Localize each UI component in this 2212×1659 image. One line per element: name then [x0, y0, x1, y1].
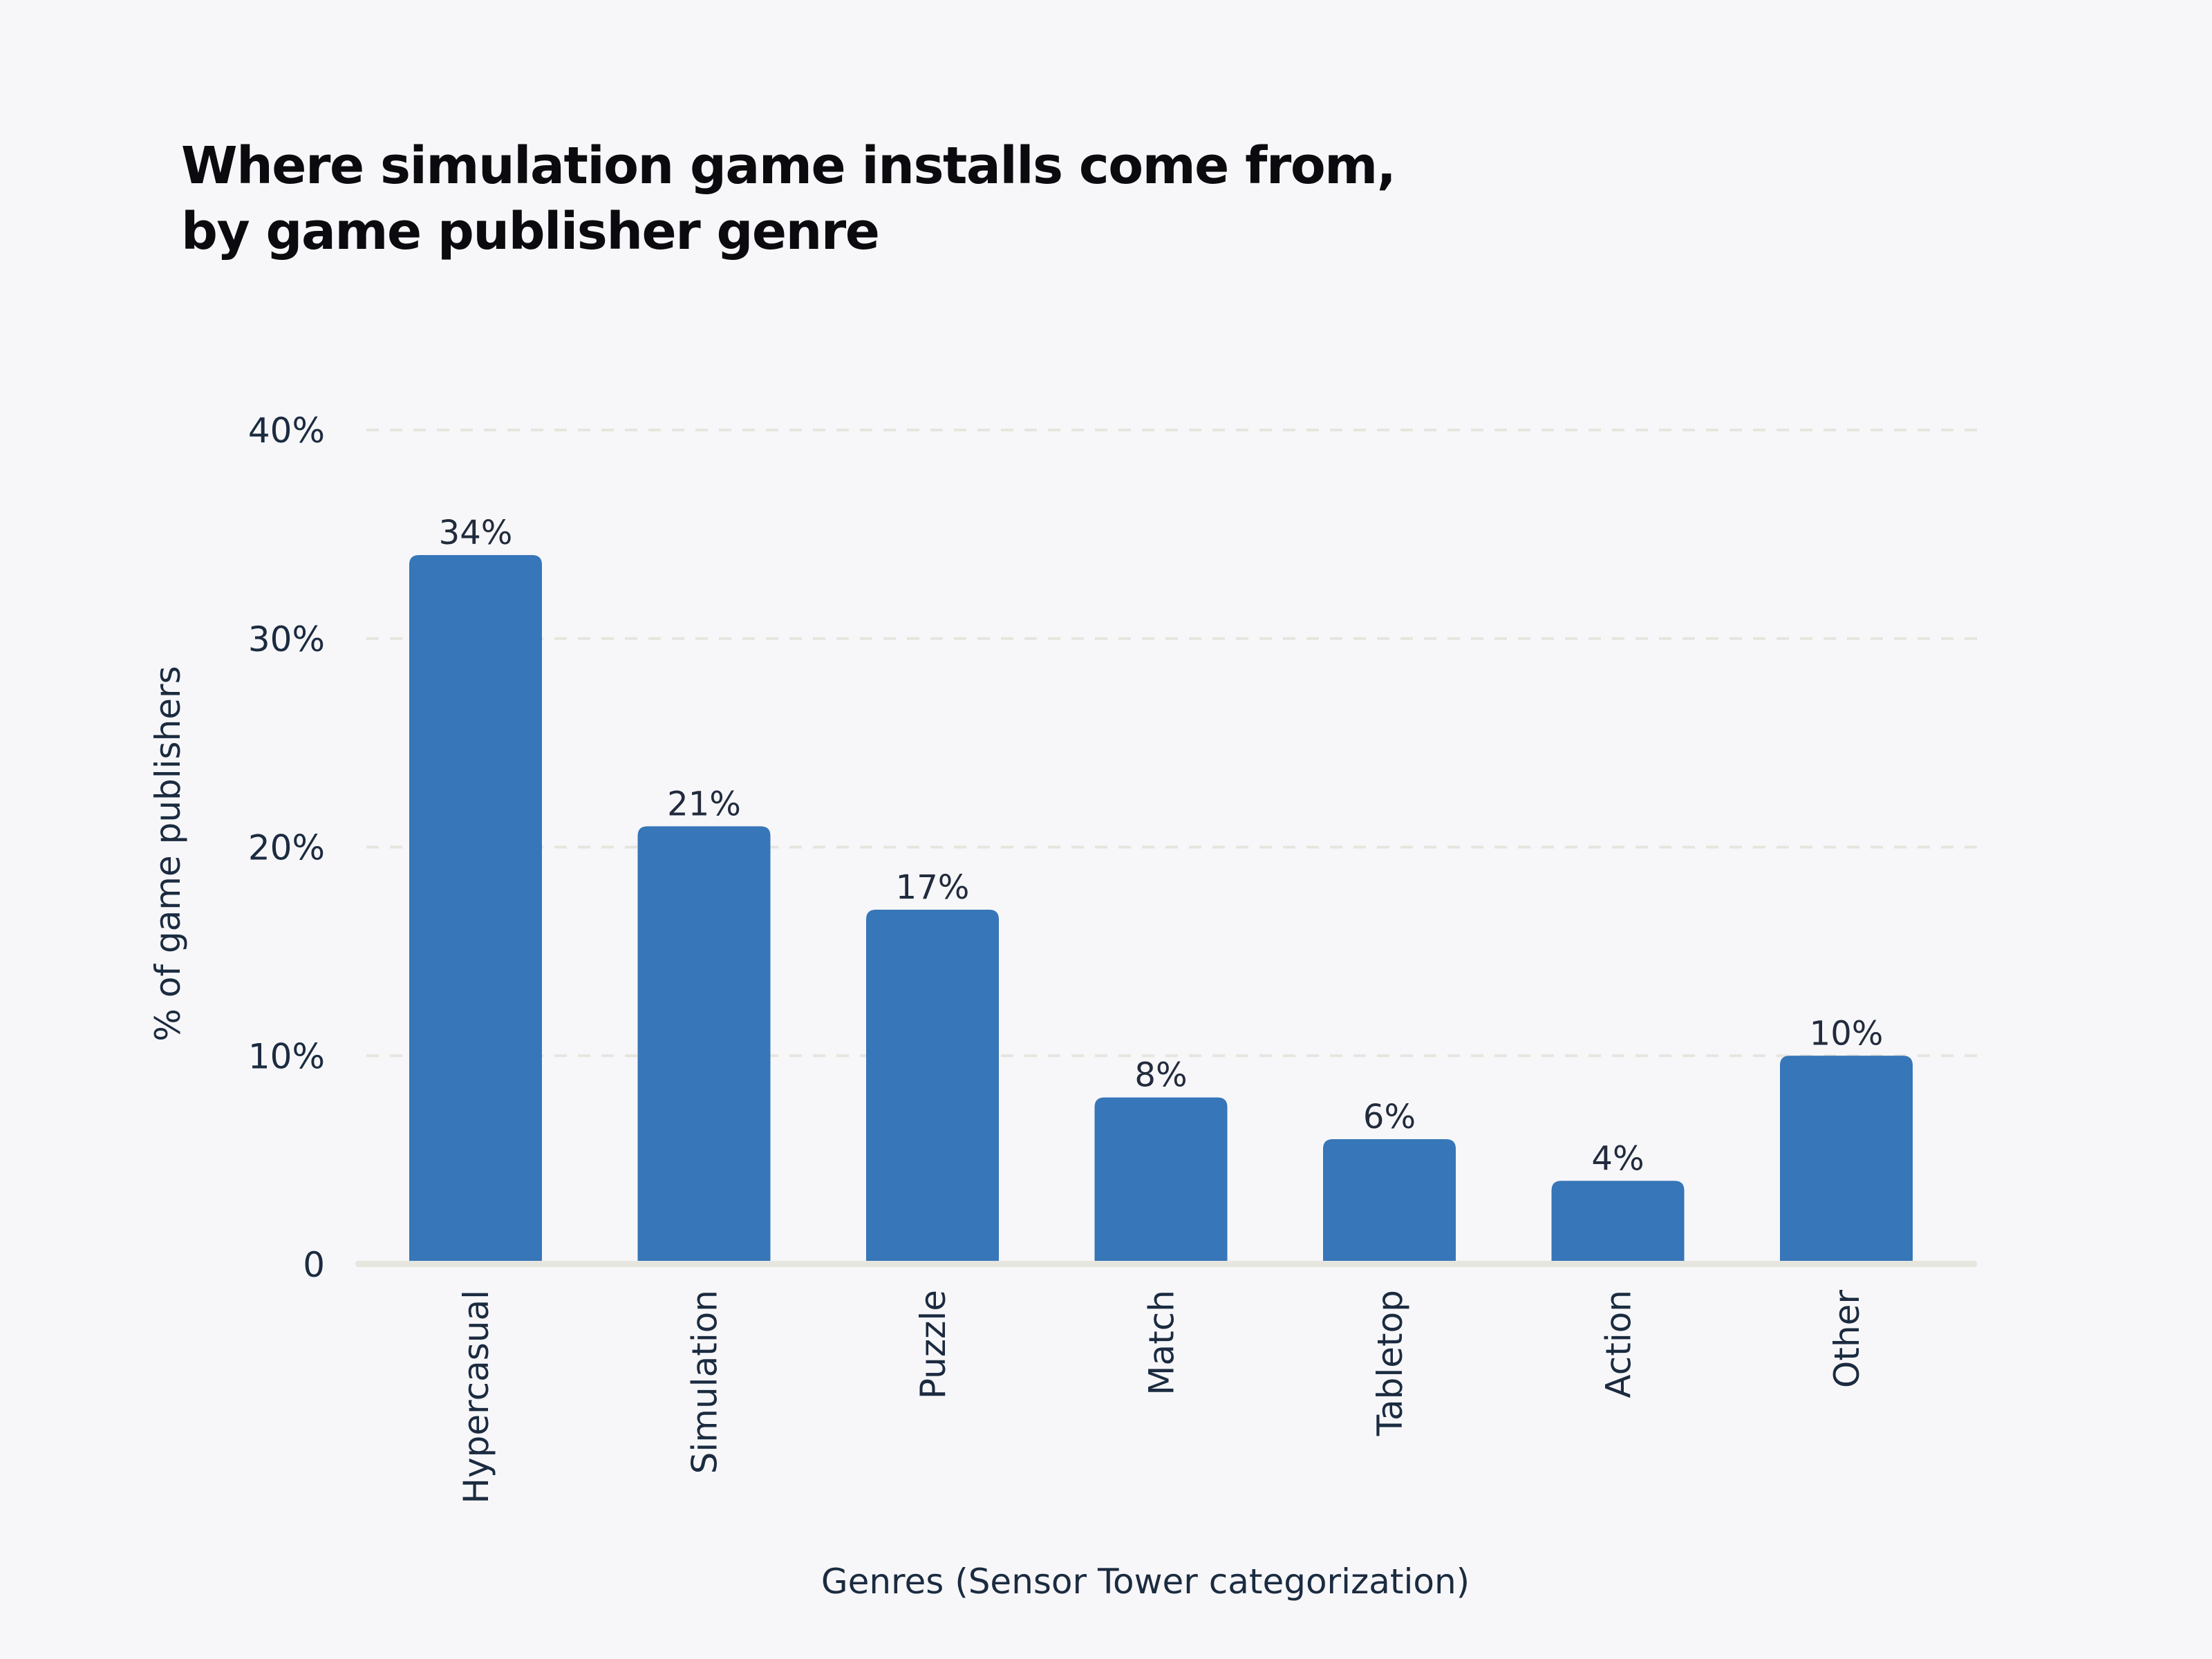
y-tick-label: 40%	[248, 411, 325, 451]
x-tick-label: Match	[1142, 1290, 1182, 1396]
y-axis-label: % of game publishers	[148, 666, 188, 1041]
x-axis-line	[355, 1261, 1977, 1267]
bar-simulation	[637, 826, 771, 1264]
bar-tabletop	[1323, 1138, 1456, 1264]
x-tick-label: Action	[1599, 1290, 1639, 1398]
bar-match	[1094, 1097, 1228, 1264]
x-axis-label: Genres (Sensor Tower categorization)	[821, 1562, 1470, 1602]
y-tick-label: 30%	[248, 619, 325, 659]
y-tick-label: 20%	[248, 828, 325, 868]
gridlines	[366, 429, 1977, 1058]
x-tick-label: Puzzle	[913, 1290, 953, 1399]
x-axis-ticks: Hypercasual Simulation Puzzle Match Tabletop…	[456, 1290, 1867, 1504]
x-tick-label: Simulation	[685, 1290, 725, 1474]
data-label: 34%	[439, 514, 513, 552]
bars: 34% 21% 17% 8% 6% 4% 10%	[409, 514, 1913, 1264]
y-tick-label: 10%	[248, 1036, 325, 1076]
chart-subtitle: by game publisher genre	[181, 202, 879, 261]
data-label: 8%	[1134, 1056, 1187, 1095]
bar-action	[1551, 1181, 1685, 1264]
data-label: 4%	[1591, 1139, 1644, 1178]
x-tick-label: Hypercasual	[456, 1290, 496, 1504]
data-label: 6%	[1363, 1098, 1416, 1136]
x-tick-label: Other	[1827, 1290, 1867, 1388]
bar-hypercasual	[409, 555, 542, 1264]
bar-puzzle	[866, 910, 999, 1264]
data-label: 17%	[896, 868, 970, 907]
y-tick-label: 0	[303, 1245, 325, 1285]
data-label: 21%	[667, 785, 741, 823]
chart-title: Where simulation game installs come from…	[181, 136, 1395, 196]
y-axis-ticks: 0 10% 20% 30% 40%	[248, 411, 325, 1285]
x-tick-label: Tabletop	[1370, 1290, 1410, 1436]
data-label: 10%	[1810, 1014, 1884, 1053]
bar-other	[1780, 1056, 1913, 1264]
